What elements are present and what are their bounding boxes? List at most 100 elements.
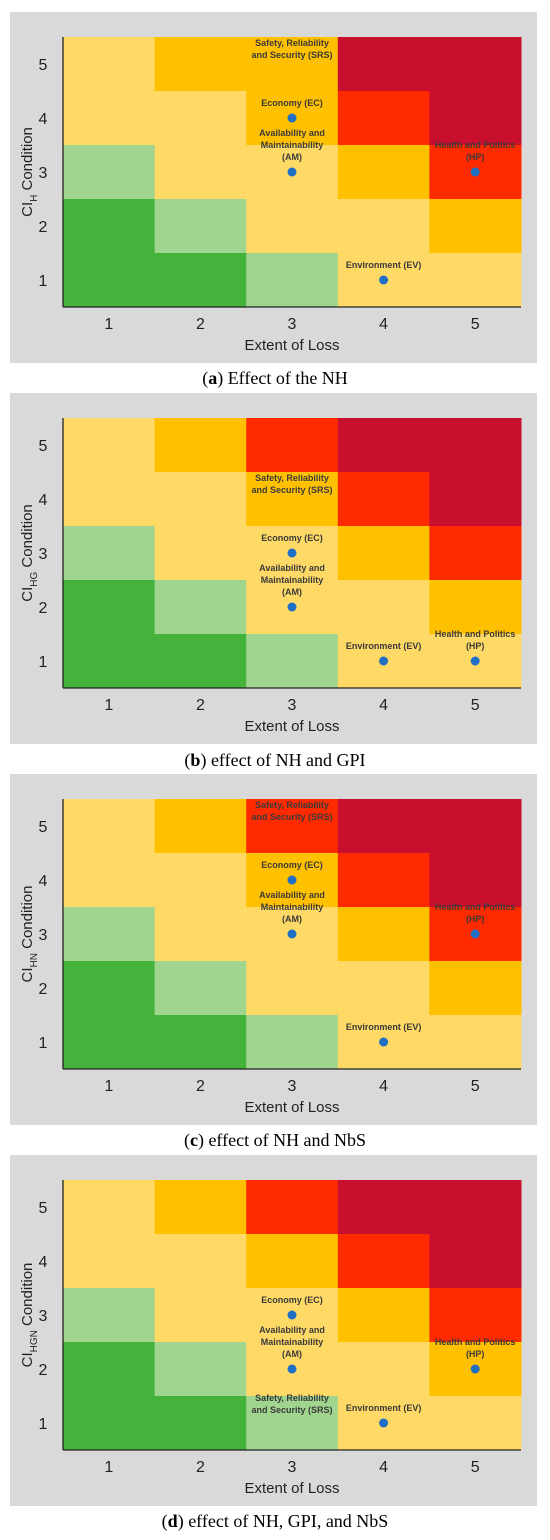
point-label: Maintainability bbox=[261, 140, 324, 150]
matrix-cell bbox=[246, 418, 339, 473]
srs-label: and Security (SRS) bbox=[251, 812, 332, 822]
matrix-cell bbox=[337, 1234, 430, 1289]
matrix-cell bbox=[63, 199, 156, 254]
srs-label: Safety, Reliability bbox=[255, 800, 329, 810]
x-tick-label: 3 bbox=[288, 316, 297, 333]
risk-matrix-chart: 1 2 3 4 5 1 2 3 4 5 Extent of Loss CIHG Condition Sa… bbox=[19, 418, 522, 735]
matrix-cell bbox=[154, 580, 247, 635]
data-point bbox=[287, 1364, 297, 1374]
y-tick-label: 3 bbox=[39, 546, 48, 563]
point-label: Health and Politics bbox=[435, 140, 516, 150]
matrix-cell bbox=[154, 145, 247, 200]
matrix-cell bbox=[429, 418, 522, 473]
x-tick-label: 3 bbox=[288, 697, 297, 714]
point-label: (AM) bbox=[282, 1349, 302, 1359]
matrix-cell bbox=[337, 199, 430, 254]
matrix-cell bbox=[154, 907, 247, 962]
matrix-cell bbox=[246, 253, 339, 308]
data-point bbox=[287, 548, 297, 558]
data-point bbox=[470, 167, 480, 177]
y-tick-label: 3 bbox=[39, 1308, 48, 1325]
matrix-cell bbox=[429, 1234, 522, 1289]
y-tick-label: 5 bbox=[39, 1200, 48, 1217]
risk-matrix-panel-c: 1 2 3 4 5 1 2 3 4 5 Extent of Loss CIHN Condition Sa… bbox=[10, 774, 537, 1125]
matrix-cell bbox=[154, 1234, 247, 1289]
matrix-cell bbox=[429, 199, 522, 254]
y-tick-label: 1 bbox=[39, 1416, 48, 1433]
matrix-cell bbox=[63, 799, 156, 854]
point-label: Maintainability bbox=[261, 902, 324, 912]
y-tick-label: 2 bbox=[39, 981, 48, 998]
x-axis-title: Extent of Loss bbox=[244, 337, 339, 354]
data-point bbox=[470, 1364, 480, 1374]
point-label: Availability and bbox=[259, 563, 325, 573]
matrix-cell bbox=[63, 853, 156, 908]
matrix-cell bbox=[246, 634, 339, 689]
point-label: (AM) bbox=[282, 152, 302, 162]
point-label: (HP) bbox=[466, 1349, 485, 1359]
data-point bbox=[379, 656, 389, 666]
matrix-cell bbox=[154, 418, 247, 473]
matrix-cell bbox=[154, 526, 247, 581]
y-tick-label: 4 bbox=[39, 111, 48, 128]
matrix-cell bbox=[246, 1015, 339, 1070]
point-label: Economy (EC) bbox=[261, 1295, 323, 1305]
caption-a: (a) Effect of the NH bbox=[202, 368, 348, 388]
matrix-cell bbox=[63, 472, 156, 527]
y-axis-title: CIHGN Condition bbox=[19, 1263, 40, 1368]
x-axis-title: Extent of Loss bbox=[244, 718, 339, 735]
srs-label: and Security (SRS) bbox=[251, 485, 332, 495]
data-point bbox=[287, 875, 297, 885]
matrix-cell bbox=[154, 1396, 247, 1451]
y-tick-label: 1 bbox=[39, 273, 48, 290]
matrix-cell bbox=[246, 37, 339, 92]
srs-label: Safety, Reliability bbox=[255, 38, 329, 48]
point-label: Maintainability bbox=[261, 575, 324, 585]
matrix-cell bbox=[63, 526, 156, 581]
y-tick-label: 4 bbox=[39, 492, 48, 509]
matrix-cell bbox=[337, 853, 430, 908]
data-point bbox=[379, 1418, 389, 1428]
matrix-cell bbox=[429, 1396, 522, 1451]
matrix-cell bbox=[429, 961, 522, 1016]
matrix-cell bbox=[337, 472, 430, 527]
matrix-cell bbox=[154, 199, 247, 254]
matrix-cell bbox=[429, 853, 522, 908]
matrix-cell bbox=[337, 1288, 430, 1343]
risk-matrix-chart: 1 2 3 4 5 1 2 3 4 5 Extent of Loss CIHN Condition Sa… bbox=[19, 799, 522, 1116]
matrix-cell bbox=[246, 1180, 339, 1235]
matrix-cell bbox=[154, 799, 247, 854]
point-label: Availability and bbox=[259, 1325, 325, 1335]
point-label: (AM) bbox=[282, 587, 302, 597]
data-point bbox=[379, 1037, 389, 1047]
y-axis-title: CIH Condition bbox=[19, 127, 40, 217]
risk-matrix-panel-a: 1 2 3 4 5 1 2 3 4 5 Extent of Loss CIH Condition Saf… bbox=[10, 12, 537, 363]
x-tick-label: 1 bbox=[104, 1078, 113, 1095]
data-point bbox=[287, 1310, 297, 1320]
data-point bbox=[379, 275, 389, 285]
srs-label: and Security (SRS) bbox=[251, 50, 332, 60]
matrix-cell bbox=[63, 1015, 156, 1070]
matrix-cell bbox=[337, 1180, 430, 1235]
point-label: (HP) bbox=[466, 914, 485, 924]
matrix-cell bbox=[246, 1234, 339, 1289]
data-point bbox=[287, 167, 297, 177]
matrix-cell bbox=[246, 199, 339, 254]
data-point bbox=[287, 113, 297, 123]
x-tick-label: 5 bbox=[471, 316, 480, 333]
matrix-cell bbox=[429, 1015, 522, 1070]
x-tick-label: 1 bbox=[104, 316, 113, 333]
caption-d: (d) effect of NH, GPI, and NbS bbox=[161, 1511, 389, 1531]
point-label: Health and Politics bbox=[435, 1337, 516, 1347]
x-tick-label: 3 bbox=[288, 1459, 297, 1476]
x-tick-label: 3 bbox=[288, 1078, 297, 1095]
matrix-cell bbox=[63, 418, 156, 473]
x-tick-label: 4 bbox=[379, 316, 388, 333]
point-label: Availability and bbox=[259, 890, 325, 900]
matrix-cell bbox=[63, 961, 156, 1016]
matrix-cell bbox=[154, 853, 247, 908]
matrix-cell bbox=[429, 580, 522, 635]
matrix-cell bbox=[246, 1396, 339, 1451]
x-tick-label: 5 bbox=[471, 697, 480, 714]
x-tick-label: 2 bbox=[196, 1459, 205, 1476]
